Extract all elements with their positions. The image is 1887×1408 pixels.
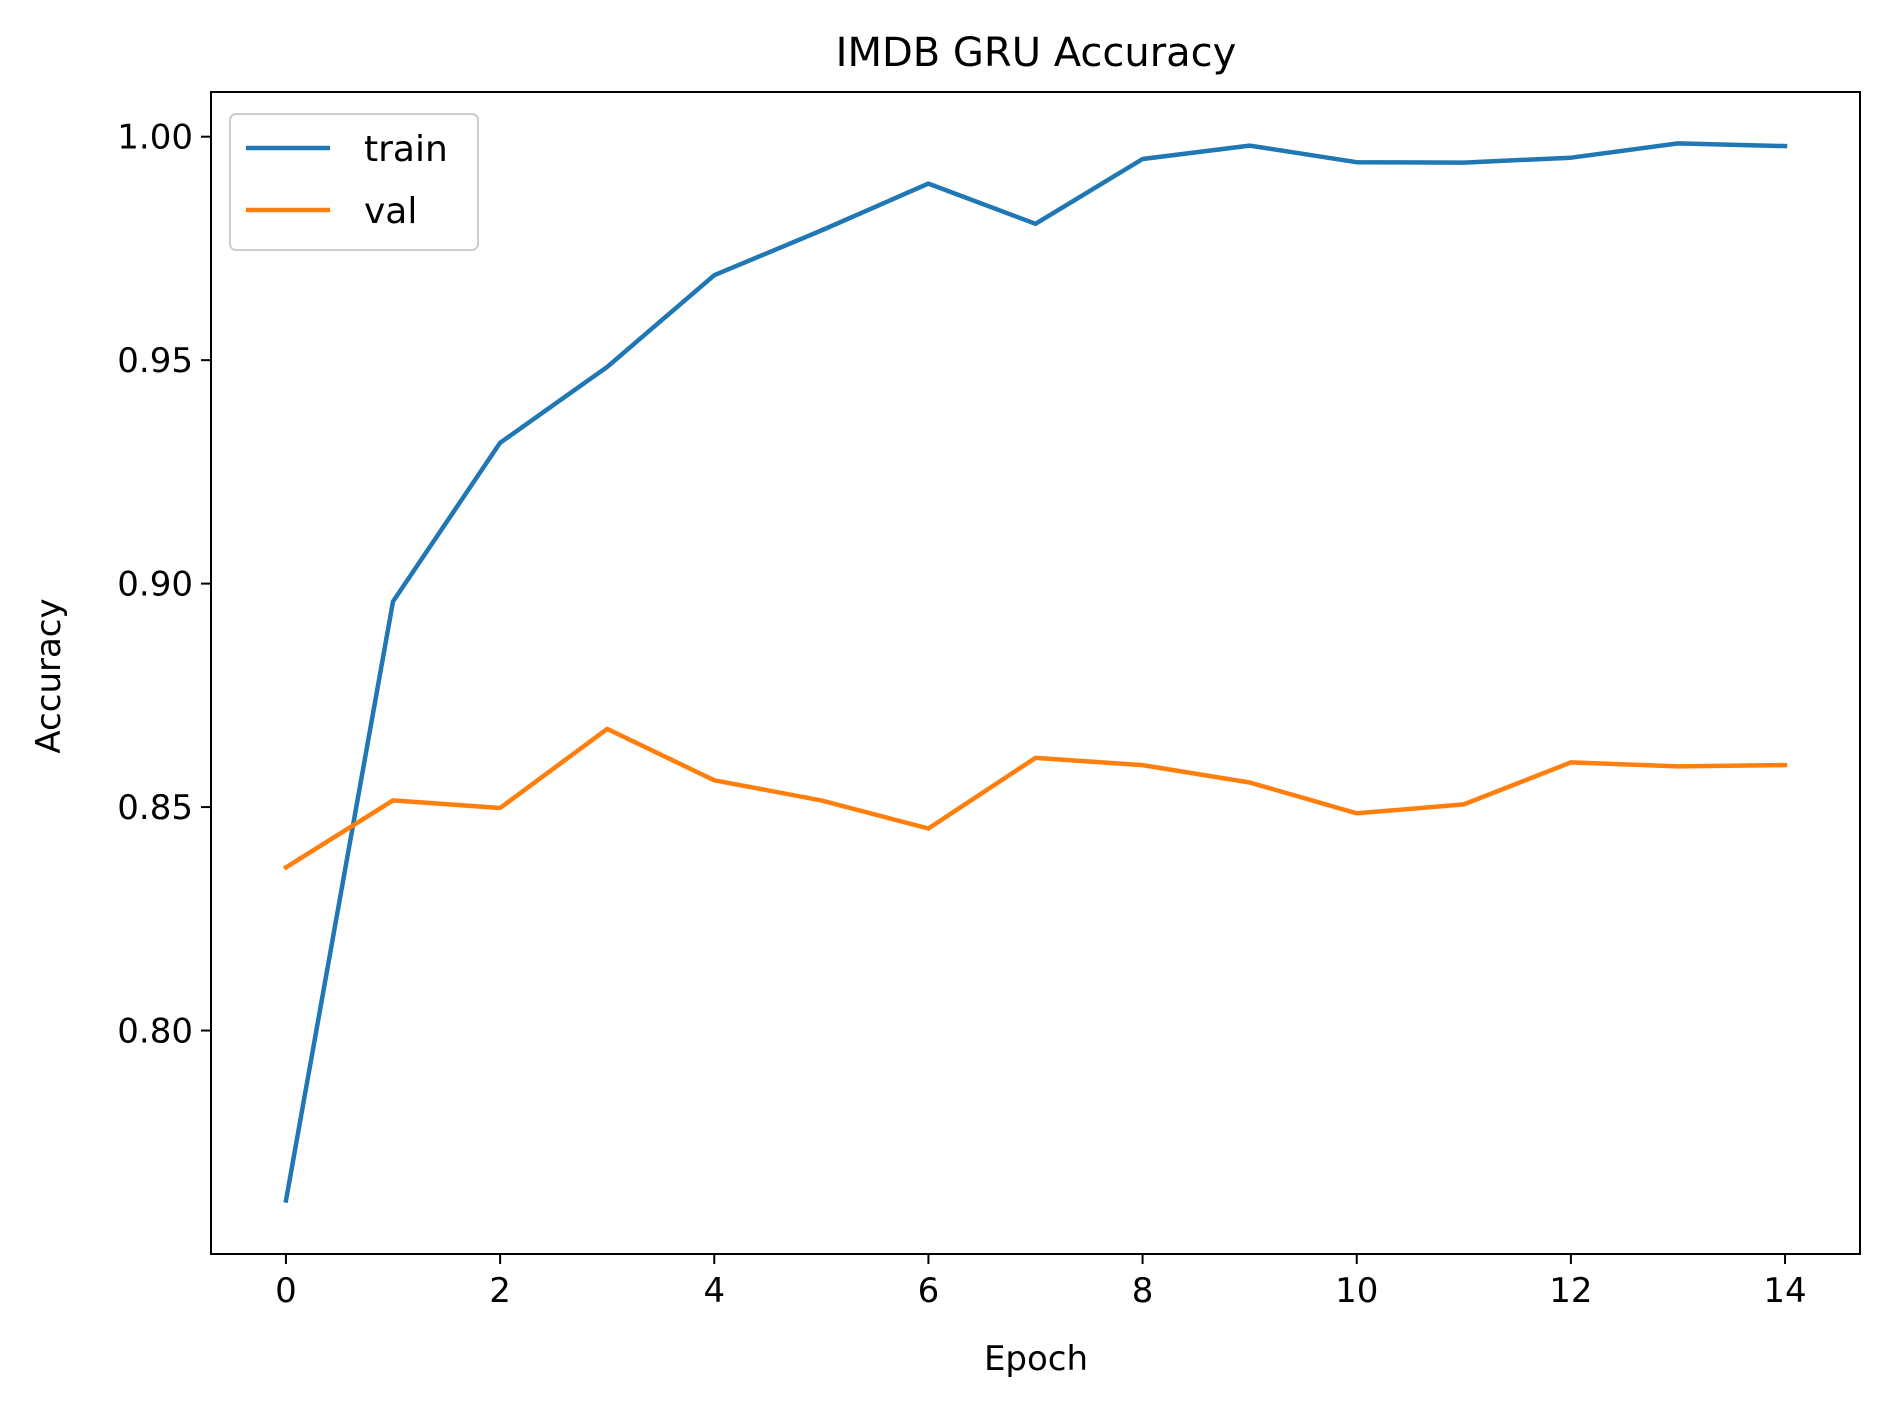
x-tick-label: 8 xyxy=(1132,1271,1154,1311)
y-tick-label: 0.80 xyxy=(117,1012,193,1052)
y-tick-label: 1.00 xyxy=(117,118,193,158)
y-axis-label: Accuracy xyxy=(29,598,69,753)
plot-frame xyxy=(210,91,1861,1255)
y-tick-label: 0.95 xyxy=(117,341,193,381)
plot-area: 0 2 4 6 8 10 12 14 0.80 0.85 0.90 0.95 1.00 train val xyxy=(117,91,1861,1311)
x-axis-label: Epoch xyxy=(984,1339,1088,1379)
legend-label-val: val xyxy=(364,191,417,232)
x-tick-label: 6 xyxy=(918,1271,940,1311)
x-tick-label: 10 xyxy=(1335,1271,1378,1311)
y-tick-label: 0.90 xyxy=(117,565,193,605)
series-line-val xyxy=(282,726,1788,871)
x-tick-label: 14 xyxy=(1763,1271,1806,1311)
x-tick-label: 4 xyxy=(703,1271,725,1311)
legend-label-train: train xyxy=(364,129,448,170)
chart-title: IMDB GRU Accuracy xyxy=(836,30,1237,76)
x-tick-label: 12 xyxy=(1549,1271,1592,1311)
series-line-train xyxy=(283,141,1788,1204)
x-tick-label: 0 xyxy=(275,1271,297,1311)
y-tick-label: 0.85 xyxy=(117,788,193,828)
x-tick-label: 2 xyxy=(489,1271,511,1311)
